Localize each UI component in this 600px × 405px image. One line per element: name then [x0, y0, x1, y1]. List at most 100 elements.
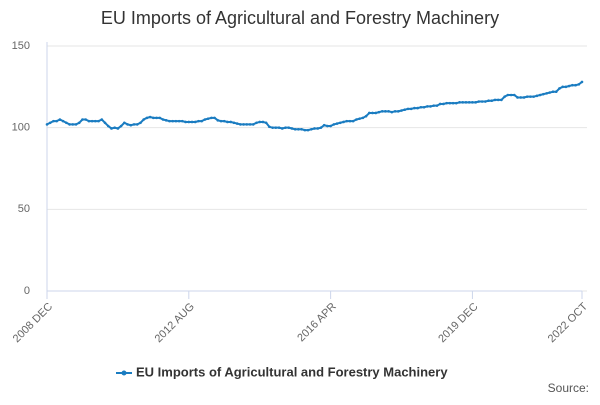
point: [181, 119, 184, 123]
point: [448, 101, 452, 105]
point: [464, 101, 468, 104]
point: [538, 93, 542, 97]
point: [68, 123, 71, 126]
point: [419, 105, 423, 109]
point: [303, 128, 307, 132]
y-tick-label: 100: [12, 122, 30, 134]
y-tick-label: 50: [18, 203, 30, 215]
point: [126, 123, 129, 126]
point: [364, 114, 368, 118]
point: [123, 121, 126, 125]
point: [174, 119, 178, 123]
point: [87, 119, 91, 123]
point: [232, 121, 236, 125]
point: [403, 108, 407, 111]
point: [503, 95, 506, 98]
point: [371, 111, 374, 115]
point: [342, 120, 345, 124]
point: [351, 119, 355, 123]
point: [242, 123, 245, 126]
point: [487, 99, 490, 103]
point: [506, 93, 510, 97]
point: [113, 126, 116, 129]
series-line: [46, 81, 583, 132]
point: [400, 109, 403, 112]
point: [148, 115, 152, 119]
point: [84, 118, 87, 121]
point: [367, 111, 371, 115]
point: [451, 101, 455, 105]
point: [216, 119, 220, 122]
point: [474, 101, 477, 104]
point: [435, 104, 439, 107]
point: [239, 123, 242, 126]
point: [422, 105, 426, 109]
chart-title: EU Imports of Agricultural and Forestry …: [101, 8, 499, 28]
point: [384, 110, 387, 113]
point: [348, 119, 352, 123]
point: [442, 102, 445, 106]
point: [393, 110, 397, 113]
point: [309, 128, 313, 131]
point: [177, 119, 181, 123]
point: [500, 98, 503, 102]
point: [193, 120, 197, 124]
point: [168, 119, 171, 123]
point: [155, 116, 158, 120]
point: [358, 117, 361, 120]
point: [571, 83, 574, 87]
point: [258, 120, 262, 124]
point: [548, 91, 552, 94]
point: [545, 92, 548, 95]
point: [551, 90, 555, 94]
point: [81, 118, 84, 121]
point: [290, 127, 294, 130]
point: [129, 123, 133, 127]
point: [554, 90, 558, 94]
point: [300, 128, 303, 131]
point: [326, 124, 329, 128]
point: [409, 107, 413, 111]
point: [484, 100, 487, 103]
point: [90, 119, 94, 123]
point: [438, 102, 442, 106]
point: [197, 119, 200, 123]
point: [145, 116, 149, 120]
x-tick-label: 2019 DEC: [436, 301, 480, 345]
point: [532, 95, 535, 98]
point: [458, 101, 461, 104]
point: [564, 85, 568, 89]
point: [280, 127, 284, 130]
point: [187, 120, 191, 124]
point: [251, 123, 255, 126]
x-tick-label: 2012 AUG: [153, 301, 197, 345]
point: [297, 128, 300, 131]
point: [164, 119, 168, 122]
point: [135, 123, 139, 126]
point: [65, 121, 68, 125]
point: [529, 95, 532, 98]
point: [119, 124, 123, 128]
point: [222, 119, 226, 123]
point: [338, 121, 342, 125]
point: [355, 118, 358, 121]
point: [190, 120, 194, 124]
point: [74, 123, 78, 126]
point: [306, 128, 310, 132]
point: [255, 121, 258, 125]
y-tick-label: 0: [24, 285, 30, 297]
point: [116, 127, 120, 130]
point: [203, 118, 207, 121]
point: [332, 123, 336, 126]
point: [432, 104, 436, 107]
point: [61, 119, 65, 123]
point: [77, 121, 81, 125]
point: [274, 126, 278, 129]
point: [219, 119, 223, 123]
point: [493, 98, 497, 102]
point: [226, 120, 229, 124]
x-tick-label: 2022 OCT: [546, 300, 591, 345]
point: [445, 101, 448, 105]
